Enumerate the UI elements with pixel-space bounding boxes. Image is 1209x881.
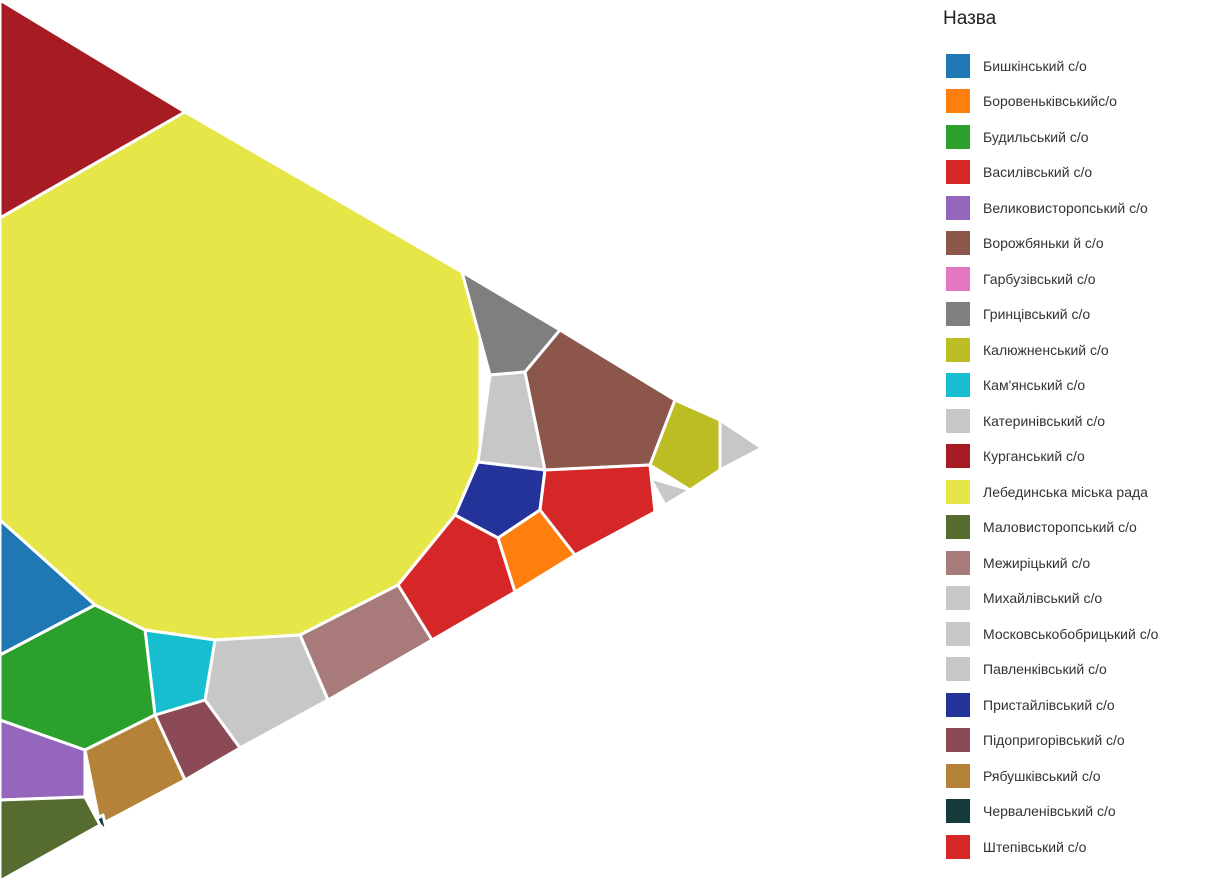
legend-label: Підопригорівський с/о — [983, 732, 1125, 749]
legend-label: Штепівський с/о — [983, 838, 1087, 855]
legend-label: Московськобобрицький с/о — [983, 625, 1159, 642]
cell-3[interactable] — [396, 513, 517, 642]
legend-swatch — [946, 408, 970, 433]
legend-label: Бишкінський с/о — [983, 57, 1087, 74]
legend-item[interactable]: Михайлівський с/о — [940, 581, 1205, 617]
legend-label: Павленківський с/о — [983, 661, 1107, 678]
legend-label: Калюжненський с/о — [983, 341, 1109, 358]
legend-item[interactable]: Кам'янський с/о — [940, 368, 1205, 404]
cell-17[interactable] — [648, 476, 692, 507]
legend-item[interactable]: Маловисторопський с/о — [940, 510, 1205, 546]
legend-swatch — [946, 657, 970, 682]
voronoi-treemap — [0, 0, 764, 881]
legend-label: Боровеньківськийс/о — [983, 93, 1117, 110]
legend-swatch — [946, 799, 970, 824]
legend-swatch — [946, 692, 970, 717]
legend-item[interactable]: Великовисторопський с/о — [940, 190, 1205, 226]
legend-item[interactable]: Штепівський с/о — [940, 829, 1205, 865]
cell-12[interactable] — [0, 110, 482, 642]
legend-swatch — [946, 550, 970, 575]
legend-item[interactable]: Ворожбяньки й с/о — [940, 226, 1205, 262]
legend-item[interactable]: Рябушківський с/о — [940, 758, 1205, 794]
legend: Назва Бишкінський с/о Боровеньківськийс/о… — [940, 8, 1205, 865]
cell-5[interactable] — [523, 328, 677, 472]
legend-label: Гринцівський с/о — [983, 306, 1091, 323]
cell-16[interactable] — [718, 418, 764, 472]
legend-swatch — [946, 834, 970, 859]
legend-item[interactable]: Бишкінський с/о — [940, 48, 1205, 84]
legend-label: Пристайлівський с/о — [983, 696, 1115, 713]
legend-item[interactable]: Боровеньківськийс/о — [940, 84, 1205, 120]
legend-swatch — [946, 160, 970, 185]
legend-item[interactable]: Гринцівський с/о — [940, 297, 1205, 333]
cell-8[interactable] — [648, 398, 722, 492]
legend-item[interactable]: Пристайлівський с/о — [940, 687, 1205, 723]
legend-label: Рябушківський с/о — [983, 767, 1101, 784]
legend-item[interactable]: Черваленівський с/о — [940, 794, 1205, 830]
cell-20[interactable] — [83, 713, 187, 827]
legend-swatch — [946, 763, 970, 788]
legend-item[interactable]: Курганський с/о — [940, 439, 1205, 475]
legend-swatch — [946, 373, 970, 398]
legend-label: Василівський с/о — [983, 164, 1093, 181]
legend-title: Назва — [943, 8, 997, 29]
legend-swatch — [946, 53, 970, 78]
legend-swatch — [946, 124, 970, 149]
legend-item[interactable]: Василівський с/о — [940, 155, 1205, 191]
cell-13[interactable] — [0, 795, 102, 881]
legend-swatch — [946, 266, 970, 291]
legend-label: Курганський с/о — [983, 448, 1085, 465]
legend-item[interactable]: Калюжненський с/о — [940, 332, 1205, 368]
legend-item[interactable]: Павленківський с/о — [940, 652, 1205, 688]
legend-label: Будильський с/о — [983, 128, 1089, 145]
legend-item[interactable]: Московськобобрицький с/о — [940, 616, 1205, 652]
legend-label: Маловисторопський с/о — [983, 519, 1137, 536]
legend-swatch — [946, 444, 970, 469]
legend-label: Черваленівський с/о — [983, 803, 1116, 820]
legend-label: Кам'янський с/о — [983, 377, 1086, 394]
legend-swatch — [946, 728, 970, 753]
legend-item[interactable]: Будильський с/о — [940, 119, 1205, 155]
legend-item[interactable]: Лебединська міська рада — [940, 474, 1205, 510]
legend-label: Михайлівський с/о — [983, 590, 1103, 607]
legend-swatch — [946, 621, 970, 646]
legend-swatch — [946, 195, 970, 220]
legend-item[interactable]: Катеринівський с/о — [940, 403, 1205, 439]
legend-swatch — [946, 89, 970, 114]
legend-swatch — [946, 302, 970, 327]
legend-item[interactable]: Підопригорівський с/о — [940, 723, 1205, 759]
legend-label: Гарбузівський с/о — [983, 270, 1096, 287]
legend-swatch — [946, 479, 970, 504]
legend-label: Катеринівський с/о — [983, 412, 1106, 429]
legend-items: Бишкінський с/о Боровеньківськийс/о Будиль… — [940, 48, 1205, 865]
legend-swatch — [946, 515, 970, 540]
legend-swatch — [946, 586, 970, 611]
legend-item[interactable]: Межиріцький с/о — [940, 545, 1205, 581]
legend-label: Лебединська міська рада — [983, 483, 1148, 500]
legend-label: Великовисторопський с/о — [983, 199, 1148, 216]
legend-item[interactable]: Гарбузівський с/о — [940, 261, 1205, 297]
legend-swatch — [946, 231, 970, 256]
cell-22[interactable] — [538, 463, 657, 557]
legend-swatch — [946, 337, 970, 362]
legend-label: Ворожбяньки й с/о — [983, 235, 1104, 252]
legend-label: Межиріцький с/о — [983, 554, 1091, 571]
